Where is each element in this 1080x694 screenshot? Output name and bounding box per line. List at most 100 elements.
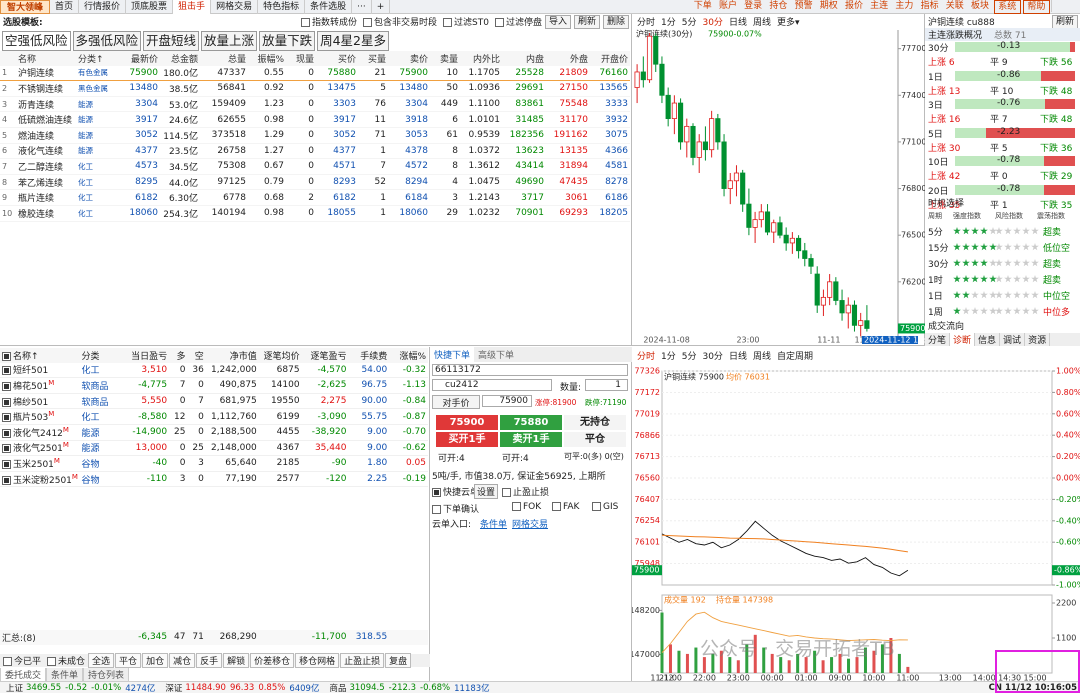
screener-row[interactable]: 4 低硫燃油连续 能源 3917 24.6亿 62655 0.98 0 3917 11 3918 6 1… xyxy=(0,112,630,128)
checkbox[interactable] xyxy=(2,475,11,485)
template-button[interactable]: 放量下跌 xyxy=(259,31,316,51)
menu-item[interactable]: 下单 xyxy=(693,0,712,11)
checkbox[interactable] xyxy=(2,397,11,407)
stop-option[interactable]: 止盈止损 xyxy=(502,485,549,498)
positions-tab[interactable]: 条件单 xyxy=(46,668,84,682)
period-tab[interactable]: 5分 xyxy=(681,352,697,362)
screener-row[interactable]: 2 不锈钢连续 黑色金属 13480 38.5亿 56841 0.92 0 13475 5 1348… xyxy=(0,81,630,97)
period-tab[interactable]: 周线 xyxy=(752,18,771,28)
nav-tab[interactable]: 狙击手 xyxy=(173,0,212,14)
contract-field[interactable]: cu2412 xyxy=(432,379,552,391)
action-button[interactable]: 复盘 xyxy=(385,653,412,668)
buy-button[interactable]: 买开1手 xyxy=(436,432,498,447)
position-row[interactable]: 玉米2501M 谷物 -40 0 3 65,640 2185 -90 1.80 0.05 xyxy=(0,456,428,472)
order-tab[interactable]: 高级下单 xyxy=(478,351,515,361)
position-row[interactable]: 瓶片503M 化工 -8,580 12 0 1,112,760 6199 -3,090 55.7… xyxy=(0,409,428,425)
nav-tab[interactable]: 条件选股 xyxy=(305,0,353,14)
checkbox[interactable] xyxy=(432,505,441,514)
action-button[interactable]: 解锁 xyxy=(223,653,250,668)
option[interactable]: 过滤停盘 xyxy=(494,15,542,28)
no-position[interactable]: 无持仓 xyxy=(564,415,626,430)
period-tab[interactable]: 更多▾ xyxy=(776,18,800,28)
period-tab[interactable]: 30分 xyxy=(702,352,723,362)
screener-row[interactable]: 1 沪铜连续 有色金属 75900 180.0亿 47337 0.55 0 75880 21 759… xyxy=(0,66,630,81)
action-button[interactable]: 减仓 xyxy=(169,653,196,668)
checkbox[interactable] xyxy=(362,18,372,27)
nav-tab[interactable]: 首页 xyxy=(50,0,80,14)
position-row[interactable]: 短纤501 化工 3,510 0 36 1,242,000 6875 -4,570 54.00 -… xyxy=(0,363,428,378)
template-button[interactable]: 空强低风险 xyxy=(2,31,71,51)
checkbox[interactable] xyxy=(2,381,11,391)
price-field[interactable]: 75900 xyxy=(482,395,532,407)
close-button[interactable]: 平仓 xyxy=(564,432,626,447)
period-tab[interactable]: 日线 xyxy=(728,352,747,362)
settings-button[interactable]: 设置 xyxy=(474,484,499,499)
buy-price[interactable]: 75900 xyxy=(436,415,498,430)
screener-row[interactable]: 9 瓶片连续 化工 6182 6.30亿 6778 0.68 2 6182 1 6184 3 1.214… xyxy=(0,190,630,206)
price-mode[interactable]: 对手价 xyxy=(432,395,480,409)
summary-tab[interactable]: 分笔 xyxy=(925,333,951,346)
template-button[interactable]: 周4星2星多 xyxy=(317,31,389,51)
menu-item[interactable]: 主连 xyxy=(870,0,889,11)
nav-tab[interactable]: + xyxy=(372,0,391,14)
option[interactable]: 包含非交易时段 xyxy=(362,15,437,28)
summary-tab[interactable]: 资源 xyxy=(1025,333,1051,346)
nav-tab[interactable]: 顶底股票 xyxy=(126,0,174,14)
cloud-link[interactable]: 条件单 xyxy=(480,520,508,530)
action-button[interactable]: 移仓网格 xyxy=(295,653,340,668)
nav-tab[interactable]: 行情报价 xyxy=(79,0,127,14)
quick-cloud[interactable]: 快捷云单 xyxy=(432,485,479,498)
checkbox[interactable] xyxy=(2,366,11,376)
toolbar-button[interactable]: 刷新 xyxy=(573,14,600,29)
positions-tab[interactable]: 持仓列表 xyxy=(83,668,130,682)
summary-tab[interactable]: 信息 xyxy=(975,333,1001,346)
filter[interactable]: 未成仓 xyxy=(44,654,88,667)
checkbox[interactable] xyxy=(592,502,601,511)
action-button[interactable]: 全选 xyxy=(88,653,115,668)
summary-tab[interactable]: 调试 xyxy=(1000,333,1026,346)
checkbox[interactable] xyxy=(502,488,511,497)
checkbox[interactable] xyxy=(494,18,504,27)
account-field[interactable]: 66113172 xyxy=(432,364,628,376)
menu-item[interactable]: 板块 xyxy=(970,0,989,11)
refresh-button[interactable]: 刷新 xyxy=(1051,15,1078,29)
template-button[interactable]: 放量上涨 xyxy=(201,31,258,51)
position-row[interactable]: 棉纱501 软商品 5,550 0 7 681,975 19550 2,275 90.00 -0.… xyxy=(0,393,428,409)
period-tab[interactable]: 1分 xyxy=(661,352,676,362)
period-tab[interactable]: 日线 xyxy=(728,18,747,28)
position-row[interactable]: 玉米淀粉2501M 谷物 -110 3 0 77,190 2577 -120 2.25 -0.19 xyxy=(0,471,428,487)
checkbox[interactable] xyxy=(512,502,521,511)
checkbox[interactable] xyxy=(3,657,12,666)
checkbox[interactable] xyxy=(552,502,561,511)
menu-item[interactable]: 登录 xyxy=(744,0,763,11)
confirm-option[interactable]: 下单确认 xyxy=(432,502,479,515)
menu-item[interactable]: 持仓 xyxy=(769,0,788,11)
checkbox[interactable] xyxy=(300,18,310,27)
filter[interactable]: 今已平 xyxy=(0,654,44,667)
sell-button[interactable]: 卖开1手 xyxy=(500,432,562,447)
screener-row[interactable]: 6 液化气连续 能源 4377 23.5亿 26758 1.27 0 4377 1 4378 8 1.0… xyxy=(0,143,630,159)
screener-row[interactable]: 5 燃油连续 能源 3052 114.5亿 373518 1.29 0 3052 71 3053 61… xyxy=(0,127,630,144)
checkbox[interactable] xyxy=(2,413,11,423)
menu-item[interactable]: 关联 xyxy=(945,0,964,11)
checkbox[interactable] xyxy=(2,428,11,438)
checkbox[interactable] xyxy=(2,459,11,469)
fak-option[interactable]: FAK xyxy=(552,502,579,512)
period-tab[interactable]: 分时 xyxy=(637,18,656,28)
screener-row[interactable]: 7 乙二醇连续 化工 4573 34.5亿 75308 0.67 0 4571 7 4572 8 1.3… xyxy=(0,159,630,175)
gis-option[interactable]: GIS xyxy=(592,502,618,512)
action-button[interactable]: 加仓 xyxy=(142,653,169,668)
period-tab[interactable]: 分时 xyxy=(637,352,656,362)
menu-item[interactable]: 系统 xyxy=(993,0,1021,14)
menu-item[interactable]: 预警 xyxy=(794,0,813,11)
positions-tab[interactable]: 委托成交 xyxy=(0,668,47,682)
nav-tab[interactable]: ··· xyxy=(352,0,372,14)
nav-tab[interactable]: 特色指标 xyxy=(258,0,306,14)
order-tab[interactable]: 快捷下单 xyxy=(430,347,475,362)
sell-price[interactable]: 75880 xyxy=(500,415,562,430)
template-button[interactable]: 开盘短线 xyxy=(143,31,200,51)
period-tab[interactable]: 30分 xyxy=(702,18,723,28)
menu-item[interactable]: 账户 xyxy=(718,0,737,11)
option[interactable]: 过滤ST0 xyxy=(443,15,489,28)
position-row[interactable]: 液化气2501M 能源 13,000 0 25 2,148,000 4367 35,440 9.… xyxy=(0,440,428,456)
